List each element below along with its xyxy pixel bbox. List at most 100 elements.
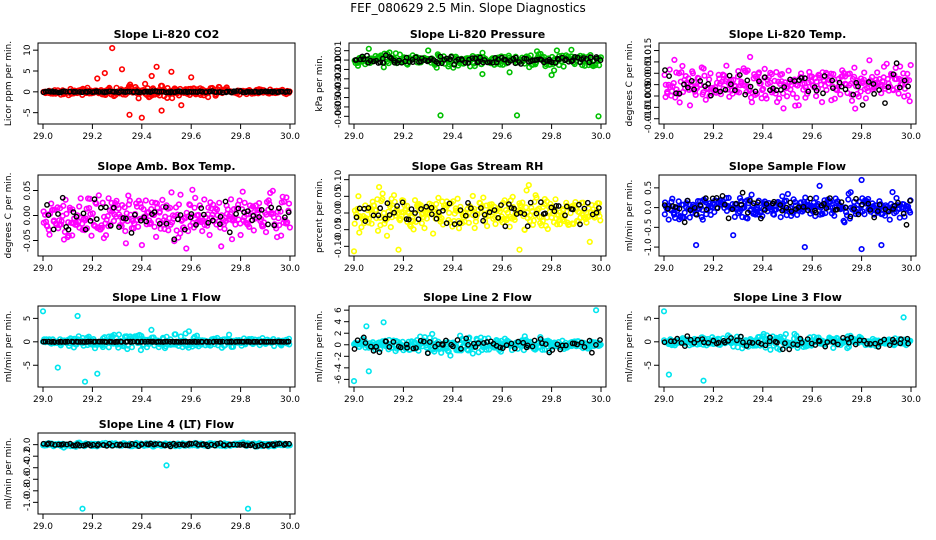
secondary-point xyxy=(713,194,720,201)
secondary-point xyxy=(85,338,92,345)
chart-title: Slope Line 2 Flow xyxy=(423,291,532,304)
data-point xyxy=(725,194,732,201)
secondary-point xyxy=(852,341,859,348)
secondary-point xyxy=(64,441,70,448)
plot-points xyxy=(661,176,914,253)
data-point xyxy=(168,189,175,196)
y-tick-label: 0.0 xyxy=(644,200,654,215)
secondary-point xyxy=(135,89,142,96)
secondary-point xyxy=(209,217,216,224)
y-tick-label: -0.5 xyxy=(644,219,654,237)
data-point xyxy=(552,196,559,203)
data-point xyxy=(560,63,567,70)
data-point xyxy=(262,229,270,236)
data-point xyxy=(189,186,196,193)
data-point xyxy=(250,227,257,234)
secondary-point xyxy=(738,201,745,208)
data-point xyxy=(45,226,52,233)
secondary-point xyxy=(580,55,587,61)
plot-points xyxy=(661,53,914,112)
data-point xyxy=(383,232,391,239)
y-tick-label: 0.00 xyxy=(334,50,344,70)
secondary-point xyxy=(746,339,753,346)
data-point xyxy=(731,213,738,220)
y-axis-label: ml/min per min. xyxy=(625,311,635,383)
data-point xyxy=(522,204,530,211)
y-tick-label: -0.010 xyxy=(644,93,654,122)
data-point xyxy=(126,197,133,204)
secondary-point xyxy=(578,339,585,346)
secondary-point xyxy=(900,210,907,217)
secondary-point xyxy=(853,195,859,202)
secondary-point xyxy=(87,217,94,224)
secondary-point xyxy=(93,216,100,223)
secondary-point xyxy=(572,54,578,60)
secondary-point xyxy=(418,206,424,212)
data-point xyxy=(775,95,783,102)
data-point xyxy=(735,89,743,96)
secondary-point xyxy=(752,88,759,95)
y-tick-label: 10 xyxy=(23,44,33,56)
data-point xyxy=(376,184,383,191)
secondary-point xyxy=(563,342,569,349)
secondary-point xyxy=(276,440,283,447)
secondary-point xyxy=(542,341,549,347)
secondary-point xyxy=(855,83,861,90)
data-point xyxy=(686,102,694,109)
secondary-point xyxy=(774,339,780,346)
data-point xyxy=(414,337,421,344)
data-point xyxy=(256,200,263,207)
secondary-point xyxy=(210,338,217,345)
data-point xyxy=(744,67,751,74)
data-point xyxy=(893,84,901,91)
y-tick-label: 0 xyxy=(334,342,344,348)
secondary-point xyxy=(204,338,211,345)
data-point xyxy=(556,221,564,228)
x-tick-label: 29.2 xyxy=(82,264,102,274)
data-point xyxy=(351,220,358,227)
secondary-point xyxy=(495,214,502,221)
secondary-point xyxy=(901,77,908,84)
secondary-point xyxy=(243,442,250,449)
secondary-point xyxy=(744,209,751,216)
data-point xyxy=(785,67,792,74)
data-point xyxy=(435,194,442,201)
secondary-point xyxy=(722,86,729,93)
data-point xyxy=(509,193,516,200)
data-point xyxy=(861,211,868,218)
data-point xyxy=(122,240,129,247)
data-point xyxy=(669,83,676,90)
secondary-point xyxy=(505,201,512,208)
secondary-point xyxy=(767,334,773,341)
data-point xyxy=(893,195,900,202)
data-point xyxy=(861,69,868,76)
secondary-point xyxy=(554,341,561,348)
data-point xyxy=(686,214,693,221)
secondary-point xyxy=(147,440,154,447)
secondary-point xyxy=(93,88,100,95)
x-tick-label: 29.0 xyxy=(344,264,364,274)
secondary-point xyxy=(208,441,215,448)
data-point xyxy=(455,225,463,232)
secondary-point xyxy=(739,189,746,196)
data-point xyxy=(700,65,707,72)
data-point xyxy=(379,190,386,197)
secondary-point xyxy=(503,342,510,349)
secondary-point xyxy=(821,200,827,207)
secondary-point xyxy=(890,71,897,78)
data-point xyxy=(429,330,436,338)
y-tick-label: -0.05 xyxy=(334,218,344,241)
secondary-point xyxy=(508,340,515,347)
secondary-point xyxy=(524,342,531,349)
plot-frame xyxy=(348,42,607,125)
chart-panel-10: Slope Line 4 (LT) Flow ml/min per min. 29.… xyxy=(4,418,300,532)
x-tick-label: 30.0 xyxy=(591,264,611,274)
secondary-point xyxy=(551,208,558,215)
secondary-point xyxy=(128,229,135,236)
secondary-point xyxy=(237,441,244,448)
secondary-point xyxy=(200,441,207,447)
secondary-point xyxy=(258,206,265,213)
data-point xyxy=(896,214,903,221)
secondary-point xyxy=(233,210,240,217)
secondary-point xyxy=(226,229,233,236)
